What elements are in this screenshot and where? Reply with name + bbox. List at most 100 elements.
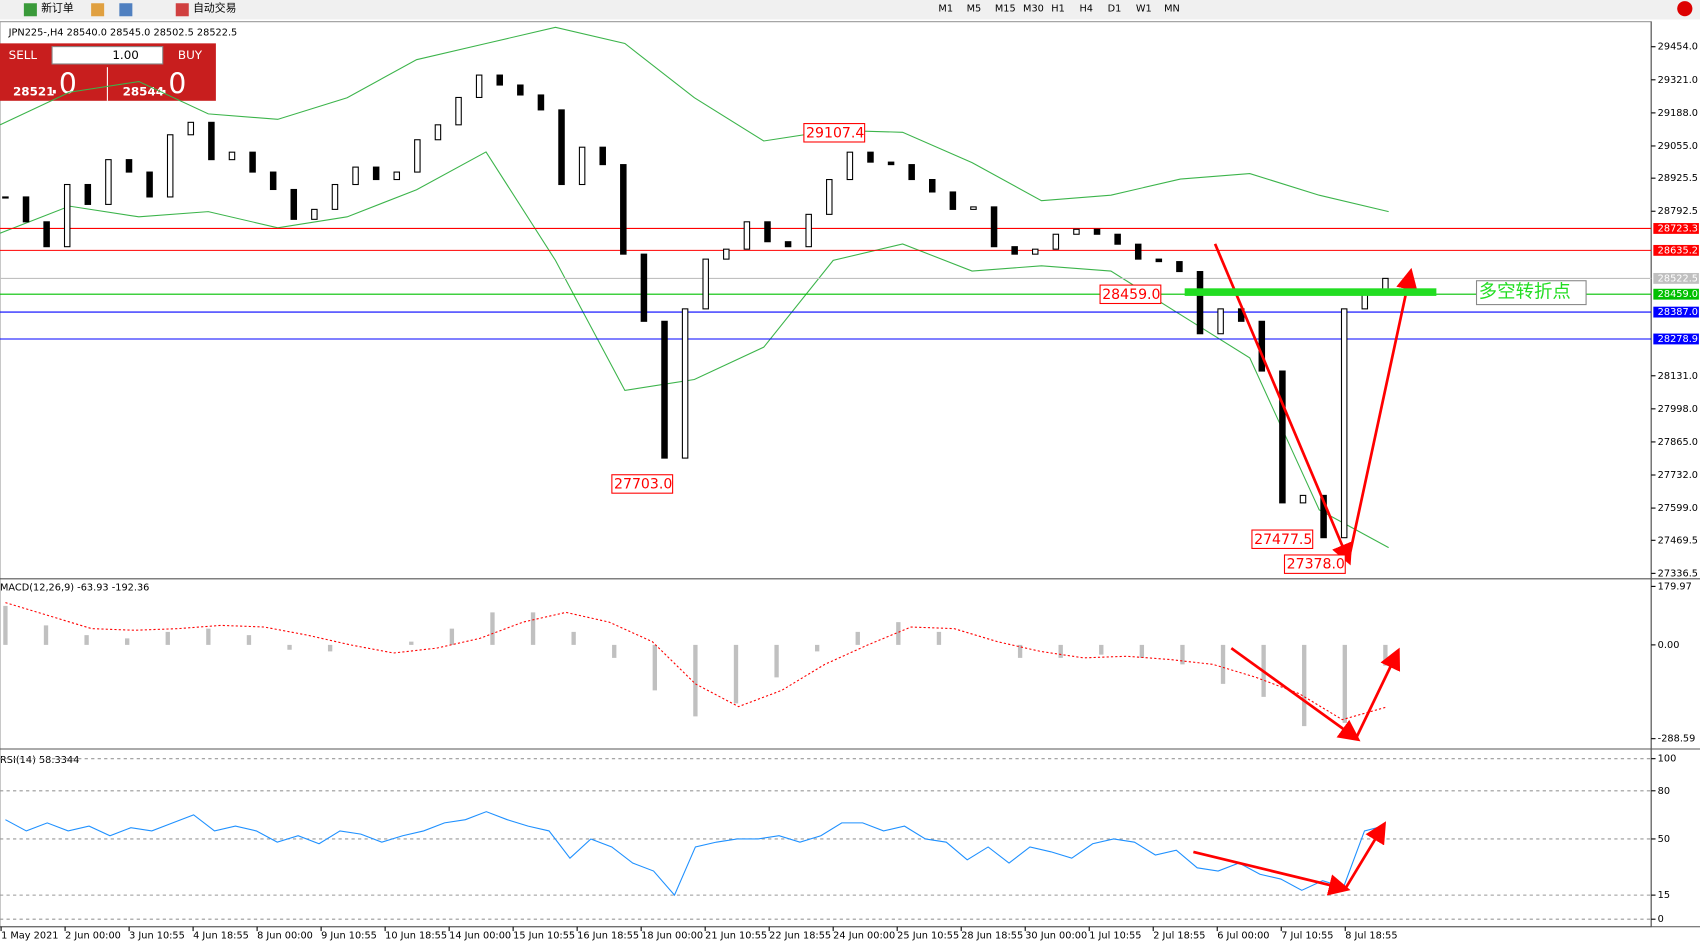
buy-button[interactable]: BUY: [178, 48, 203, 62]
y-tick-label: 29321.0: [1658, 75, 1698, 86]
candle: [414, 139, 421, 173]
candle: [63, 183, 71, 248]
candle: [681, 308, 689, 459]
level-label: 28387.0: [1658, 307, 1698, 318]
macd-bar: [1099, 644, 1104, 655]
candle: [743, 221, 751, 250]
candle: [990, 206, 998, 248]
signal-line: [5, 602, 1386, 721]
icon[interactable]: [119, 3, 133, 17]
macd-bar: [936, 631, 942, 645]
x-tick-label: 15 Jun 10:55: [513, 930, 575, 941]
macd-bar: [1220, 644, 1226, 684]
x-tick-label: 7 Jul 10:55: [1281, 930, 1333, 941]
candle: [43, 221, 50, 248]
timeframe[interactable]: M1: [938, 4, 953, 15]
macd-bar: [855, 631, 860, 645]
y-tick-label: -288.59: [1658, 734, 1696, 745]
macd-bar: [1180, 644, 1185, 665]
y-tick-label: 29188.0: [1658, 108, 1698, 119]
timeframe[interactable]: D1: [1108, 4, 1122, 15]
new-order[interactable]: 新订单: [41, 1, 74, 15]
x-tick-label: 2 Jul 18:55: [1153, 930, 1205, 941]
y-tick-label: 28925.5: [1658, 173, 1698, 184]
candle: [166, 134, 174, 198]
icon[interactable]: [23, 3, 37, 17]
x-tick-label: 10 Jun 18:55: [385, 930, 447, 941]
candle: [125, 159, 133, 173]
band-line: [0, 26, 1389, 213]
auto-trading[interactable]: 自动交易: [193, 1, 236, 15]
x-tick-label: 24 Jun 00:00: [833, 930, 895, 941]
lot-box[interactable]: [51, 46, 164, 65]
y-tick-label: 80: [1658, 786, 1670, 797]
callouts: 29107.4 27703.0 28459.0 27477.5 27378.0: [611, 123, 1346, 574]
candle: [517, 84, 524, 96]
bid[interactable]: 28521: [13, 85, 54, 99]
candle: [496, 74, 503, 86]
candle: [1134, 243, 1142, 260]
pivot-bar: [1184, 288, 1437, 296]
icon[interactable]: [175, 3, 189, 17]
x-tick-label: 22 Jun 18:55: [769, 930, 831, 941]
candle: [1217, 308, 1224, 335]
candle: [805, 213, 812, 248]
candle: [105, 159, 112, 205]
timeframe[interactable]: MN: [1164, 4, 1180, 15]
toolbar-items: 新订单 自动交易: [23, 1, 1693, 17]
macd-bar: [693, 644, 698, 717]
candle: [249, 151, 256, 173]
lot[interactable]: 1.00: [112, 48, 139, 62]
callout: 27477.5: [1254, 532, 1312, 548]
candle: [475, 74, 483, 99]
level-tag: [1653, 306, 1699, 318]
macd-bar: [43, 625, 49, 645]
callout: 27378.0: [1287, 557, 1345, 573]
timeframe[interactable]: M15: [995, 4, 1016, 15]
level-label: 28522.5: [1658, 273, 1698, 284]
candle: [1155, 258, 1163, 263]
y-tick-label: 29454.0: [1658, 42, 1698, 53]
candle: [84, 183, 92, 205]
macd-bar: [449, 628, 455, 645]
candle: [640, 253, 648, 322]
candle: [970, 206, 977, 210]
timeframe[interactable]: M30: [1023, 4, 1044, 15]
y-tick-label: 28792.5: [1658, 206, 1698, 217]
alert[interactable]: [1677, 1, 1693, 17]
x-tick-label: 18 Jun 00:00: [641, 930, 703, 941]
candle: [228, 151, 236, 161]
timeframe[interactable]: W1: [1136, 4, 1152, 15]
timeframe[interactable]: H4: [1079, 4, 1093, 15]
macd-bar: [1058, 644, 1063, 658]
x-tick-label: 1 Jul 10:55: [1089, 930, 1141, 941]
chart-title: JPN225-,H4 28540.0 28545.0 28502.5 28522…: [8, 28, 238, 39]
level-label: 28459.0: [1658, 289, 1698, 300]
timeframe[interactable]: M5: [967, 4, 982, 15]
candle: [1093, 228, 1101, 235]
sell-button[interactable]: SELL: [9, 48, 38, 62]
macd-bar: [774, 644, 779, 678]
icon[interactable]: [91, 3, 105, 17]
candle: [723, 248, 730, 260]
macd-bar: [733, 644, 739, 704]
candle: [1073, 228, 1080, 235]
macd-bar: [612, 644, 617, 658]
timeframe[interactable]: H1: [1051, 4, 1065, 15]
candle: [1196, 271, 1204, 335]
y-tick-label: 27599.0: [1658, 503, 1698, 514]
candle: [784, 241, 792, 248]
x-tick-label: 8 Jul 18:55: [1345, 930, 1397, 941]
ask[interactable]: 28544: [123, 85, 164, 99]
macd-bar: [125, 638, 130, 645]
candle: [929, 178, 936, 193]
y-tick-label: 100: [1658, 754, 1677, 765]
y-tick-label: 179.97: [1658, 581, 1692, 592]
ask-big[interactable]: .0: [159, 68, 186, 101]
y-tick-label: 27336.5: [1658, 568, 1698, 579]
x-tick-label: 8 Jun 00:00: [257, 930, 313, 941]
candle: [1320, 494, 1327, 539]
candle: [558, 109, 565, 186]
